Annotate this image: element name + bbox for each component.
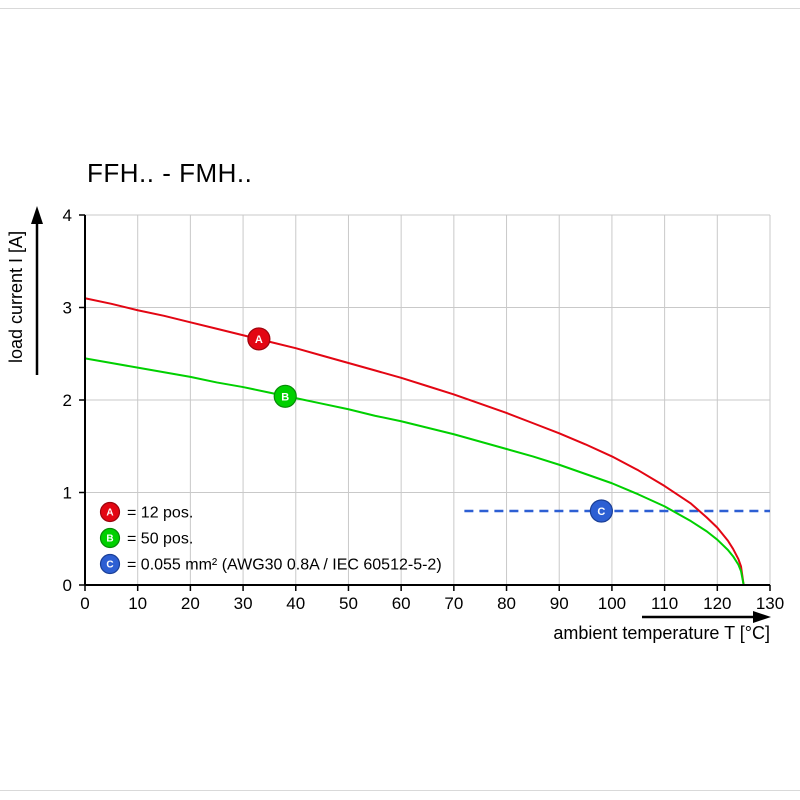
svg-text:B: B [106, 534, 113, 545]
y-tick-labels: 0 1 2 3 4 [63, 206, 72, 595]
chart-title: FFH.. - FMH.. [87, 158, 253, 188]
svg-text:90: 90 [550, 594, 569, 613]
svg-text:70: 70 [444, 594, 463, 613]
legend-item-b: B = 50 pos. [99, 527, 193, 549]
svg-text:1: 1 [63, 484, 72, 503]
marker-a: A [247, 327, 271, 351]
svg-text:C: C [106, 560, 113, 571]
y-axis-arrow [31, 206, 43, 375]
curve-a [84, 297, 745, 586]
legend-label-c: = 0.055 mm² (AWG30 0.8A / IEC 60512-5-2) [127, 557, 442, 574]
legend-item-c: C = 0.055 mm² (AWG30 0.8A / IEC 60512-5-2… [99, 553, 442, 575]
grid [85, 214, 771, 585]
bottom-border-line [0, 790, 800, 791]
svg-text:A: A [106, 508, 113, 519]
top-border-line [0, 8, 800, 9]
marker-b: B [273, 384, 297, 408]
svg-text:60: 60 [392, 594, 411, 613]
svg-text:A: A [255, 334, 263, 346]
svg-text:50: 50 [339, 594, 358, 613]
marker-c: C [589, 499, 613, 523]
svg-text:4: 4 [63, 206, 72, 225]
svg-text:80: 80 [497, 594, 516, 613]
svg-text:20: 20 [181, 594, 200, 613]
svg-text:110: 110 [651, 594, 678, 613]
svg-text:3: 3 [63, 299, 72, 318]
svg-text:130: 130 [756, 594, 784, 613]
legend-item-a: A = 12 pos. [99, 501, 193, 523]
svg-text:30: 30 [234, 594, 253, 613]
svg-text:100: 100 [598, 594, 626, 613]
svg-text:40: 40 [286, 594, 305, 613]
svg-text:B: B [281, 391, 289, 403]
svg-text:120: 120 [703, 594, 731, 613]
svg-text:C: C [597, 506, 605, 518]
x-axis-title: ambient temperature T [°C] [553, 623, 770, 643]
svg-text:0: 0 [80, 594, 89, 613]
axes [79, 214, 771, 591]
curve-b [84, 357, 745, 586]
legend-label-a: = 12 pos. [127, 505, 193, 522]
x-axis-arrow [642, 611, 771, 623]
svg-text:2: 2 [63, 391, 72, 410]
svg-text:0: 0 [63, 576, 72, 595]
x-tick-labels: 0 10 20 30 40 50 60 70 80 90 100 110 120 130 [80, 594, 784, 613]
legend-label-b: = 50 pos. [127, 531, 193, 548]
svg-text:10: 10 [128, 594, 147, 613]
